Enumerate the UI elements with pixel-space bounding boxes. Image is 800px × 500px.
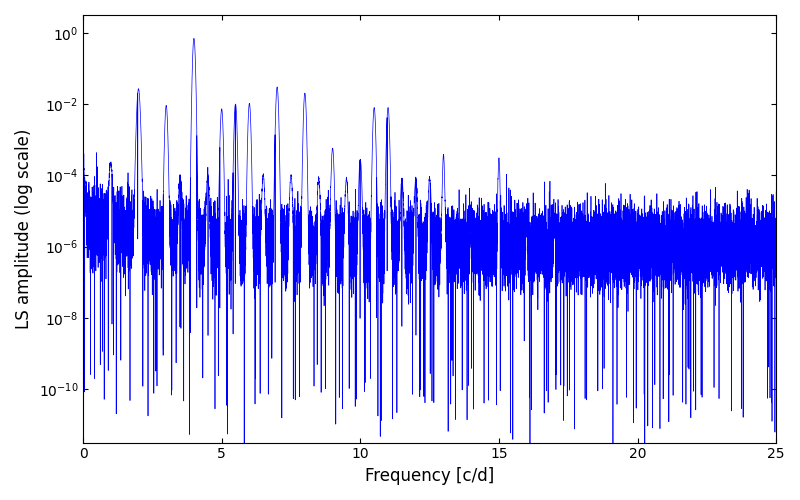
Y-axis label: LS amplitude (log scale): LS amplitude (log scale) [15,128,33,329]
X-axis label: Frequency [c/d]: Frequency [c/d] [365,467,494,485]
